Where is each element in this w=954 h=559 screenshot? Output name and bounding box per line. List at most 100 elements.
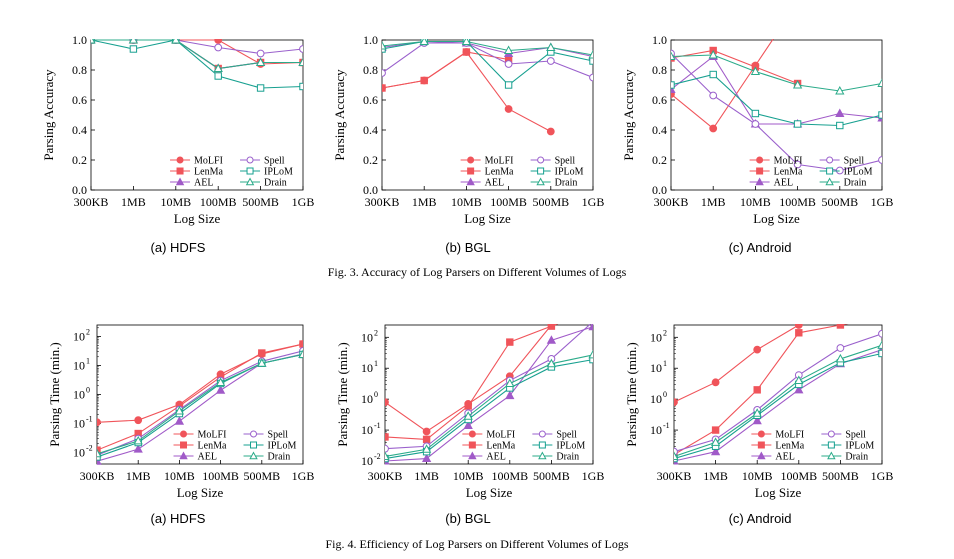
data-point-ael [710, 446, 721, 456]
data-point-spell [382, 69, 386, 77]
legend-marker [536, 177, 545, 186]
legend-label-molfi: MoLFI [198, 430, 227, 441]
y-tick-label: 10 [650, 330, 662, 344]
data-point-molfi [753, 345, 762, 354]
series-line-spell [382, 42, 593, 79]
plot-area [671, 39, 882, 175]
data-point-drain [298, 57, 303, 66]
data-point-lenma [753, 386, 761, 394]
data-point-drain [546, 42, 556, 51]
x-tick-label: 500MB [533, 469, 570, 483]
plot-frame [381, 39, 594, 191]
data-point-lenma [506, 338, 514, 346]
data-point-drain [835, 85, 845, 95]
legend-label-iplom: IPLoM [268, 441, 297, 452]
legend-marker [825, 177, 834, 186]
data-point-ael [835, 108, 845, 117]
data-point-molfi [97, 418, 101, 427]
x-tick-label: 1MB [126, 469, 151, 483]
y-tick-exponent: 1 [663, 359, 667, 368]
series-line-molfi [385, 324, 553, 433]
data-point-drain [213, 63, 223, 72]
series-line-iplom [674, 352, 882, 460]
data-point-ael [671, 84, 676, 93]
y-tick-label: 10 [650, 361, 662, 375]
y-tick-exponent: 2 [86, 328, 90, 337]
x-tick-label: 1MB [414, 469, 439, 483]
x-tick-label: 500MB [243, 469, 280, 483]
data-point-spell [751, 120, 760, 128]
data-point-spell [504, 60, 513, 68]
data-point-lenma [462, 48, 471, 56]
y-tick-label: 10 [361, 454, 373, 468]
data-point-spell [836, 344, 845, 352]
x-tick-label: 1GB [292, 469, 315, 483]
y-tick-label: 10 [73, 359, 85, 373]
legend-label-iplom: IPLoM [844, 167, 873, 178]
series-line-spell [385, 324, 592, 450]
series-iplom [671, 70, 882, 130]
data-point-drain [671, 51, 676, 60]
legend-label-lenma: LenMa [198, 441, 227, 452]
series-line-molfi [97, 343, 303, 423]
data-point-ael [421, 453, 432, 463]
x-tick-label: 1GB [582, 469, 605, 483]
plot-area [382, 39, 593, 136]
series-line-lenma [97, 343, 303, 451]
y-tick-exponent: 2 [663, 328, 667, 337]
y-tick-label: 0.2 [652, 153, 667, 167]
legend-label-drain: Drain [556, 452, 579, 463]
y-tick-label: 0.0 [72, 183, 87, 197]
x-tick-label: 500MB [821, 195, 858, 209]
data-point-drain [174, 405, 185, 415]
legend-label-iplom: IPLoM [264, 167, 293, 178]
x-tick-label: 1GB [871, 469, 894, 483]
y-axis-label: Parsing Accuracy [621, 69, 636, 161]
plot-area [91, 39, 303, 92]
x-axis-label: Log Size [464, 211, 511, 226]
legend-marker [757, 441, 765, 449]
data-point-iplom [836, 121, 844, 130]
series-molfi [385, 324, 556, 436]
legend-marker [827, 441, 835, 449]
legend-marker [246, 156, 254, 164]
series-line-iplom [671, 73, 882, 127]
y-axis-label: Parsing Time (min.) [624, 342, 639, 446]
x-tick-label: 300KB [80, 469, 115, 483]
x-tick-label: 10MB [742, 469, 773, 483]
data-point-molfi [385, 398, 389, 407]
legend-label-molfi: MoLFI [485, 156, 514, 167]
y-axis-label: Parsing Time (min.) [335, 342, 350, 446]
x-tick-label: 500MB [242, 195, 279, 209]
data-point-drain [171, 39, 181, 44]
data-point-spell [256, 49, 265, 58]
data-point-drain [128, 39, 139, 44]
legend: MoLFI Spell LenMa IPLoM AEL Drain [173, 430, 297, 463]
legend-label-drain: Drain [555, 178, 578, 189]
x-tick-label: 100MB [780, 469, 817, 483]
y-tick-label: 10 [73, 445, 85, 459]
y-tick-label: 1.0 [72, 33, 87, 47]
data-point-drain [710, 437, 721, 446]
data-point-molfi [214, 39, 223, 44]
legend-marker [179, 451, 188, 460]
data-point-lenma [385, 433, 389, 441]
y-tick-label: 0.2 [72, 153, 87, 167]
data-point-drain [752, 408, 762, 417]
legend-marker [537, 156, 545, 164]
chart-panel-1: 300KB 1MB 10MB 100MB 500MB 1GB 0.0 0.2 0.4 0.6 0.8… [41, 33, 314, 226]
y-tick-label: 0.0 [652, 183, 667, 197]
legend-label-drain: Drain [268, 452, 291, 463]
data-point-drain [385, 451, 390, 460]
y-tick-label: 0.6 [652, 93, 667, 107]
caption-fig3: Fig. 3. Accuracy of Log Parsers on Diffe… [327, 265, 627, 279]
legend-label-drain: Drain [845, 452, 868, 463]
x-axis-label: Log Size [755, 485, 802, 500]
y-tick-exponent: -2 [86, 443, 93, 452]
y-tick-label: 0.6 [363, 93, 378, 107]
data-point-lenma [422, 435, 431, 444]
x-tick-label: 1MB [121, 195, 146, 209]
data-point-drain [588, 49, 593, 59]
x-tick-label: 1MB [701, 195, 726, 209]
x-tick-label: 300KB [657, 469, 692, 483]
